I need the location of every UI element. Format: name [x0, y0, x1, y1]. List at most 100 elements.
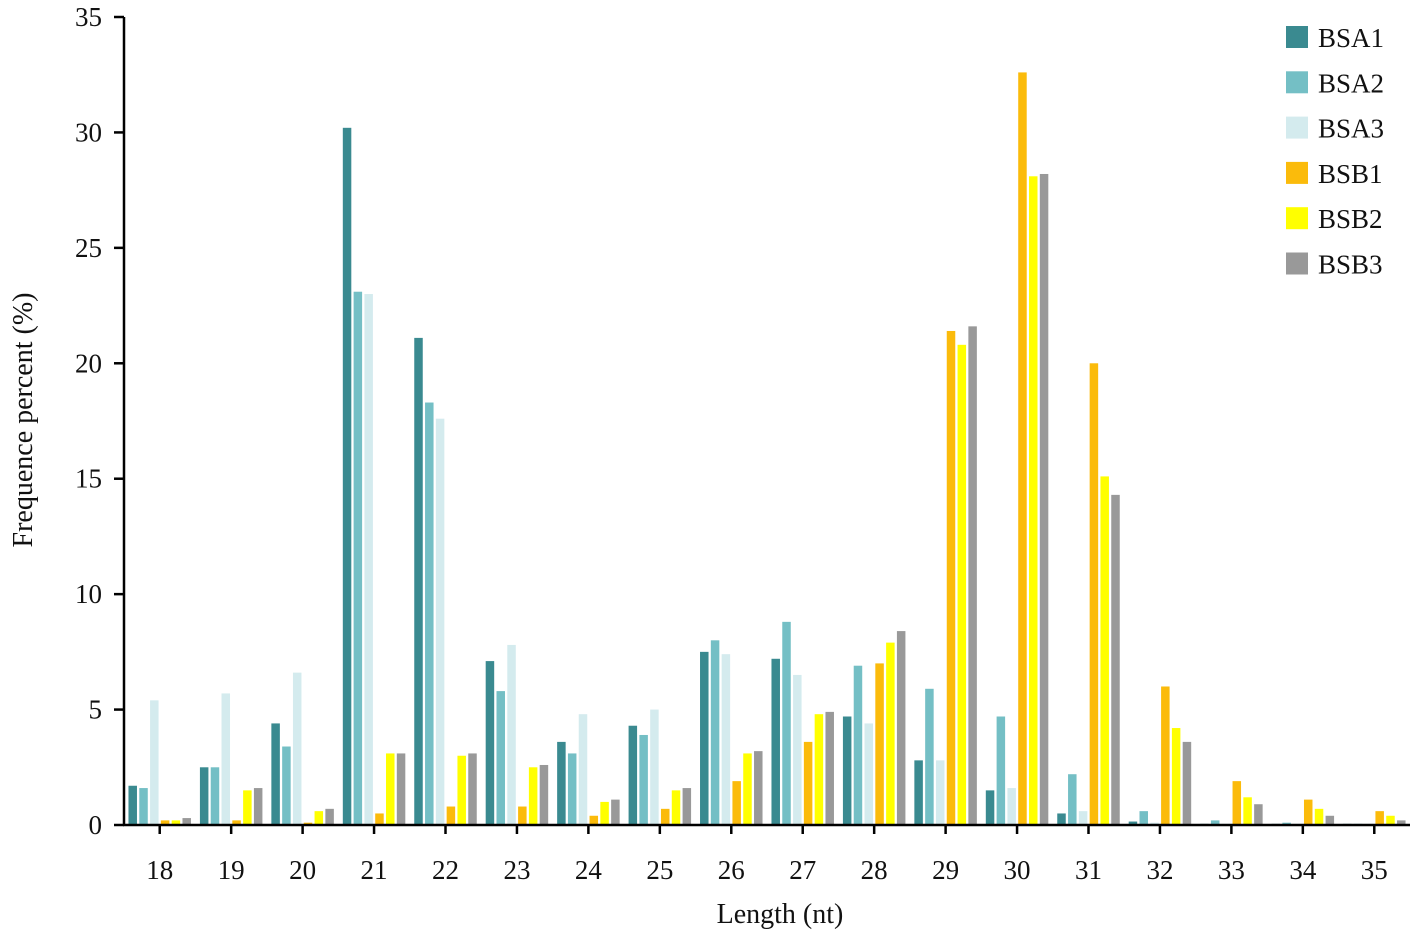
bar-bsa1-24 [557, 741, 566, 825]
bar-bsb1-29 [946, 330, 956, 825]
legend-label-bsa2: BSA2 [1318, 68, 1384, 98]
x-tick-label-23: 23 [503, 855, 530, 885]
x-tick-label-31: 31 [1075, 855, 1102, 885]
bar-bsa1-21 [342, 127, 352, 825]
x-tick-label-24: 24 [575, 855, 603, 885]
bar-bsb3-22 [468, 753, 477, 825]
legend-swatch-bsa2 [1286, 71, 1308, 94]
bar-bsa2-28 [853, 665, 863, 825]
bar-bsb2-34 [1314, 808, 1324, 825]
bar-bsa1-20 [271, 723, 280, 825]
bar-bsa3-18 [150, 700, 159, 825]
bar-bsa3-22 [435, 418, 445, 825]
bar-bsa1-30 [985, 790, 995, 825]
bar-bsb1-25 [660, 808, 670, 825]
x-axis-title: Length (nt) [717, 899, 844, 930]
x-tick-label-28: 28 [861, 855, 888, 885]
x-tick-label-19: 19 [218, 855, 245, 885]
bar-bsb3-24 [611, 799, 620, 825]
bar-bsb3-33 [1254, 804, 1263, 825]
bar-bsb3-29 [968, 326, 977, 825]
bar-bsa2-23 [496, 691, 505, 825]
x-tick-label-26: 26 [718, 855, 745, 885]
bar-bsb1-33 [1232, 781, 1242, 825]
bar-bsa1-27 [771, 658, 780, 825]
bar-bsa2-20 [282, 746, 291, 825]
legend-label-bsb3: BSB3 [1318, 250, 1383, 280]
bar-bsb1-19 [232, 820, 241, 825]
bar-bsa1-22 [414, 337, 423, 825]
bar-bsa1-29 [914, 760, 923, 825]
bar-bsa2-26 [710, 640, 720, 825]
y-tick-label-35: 35 [75, 2, 102, 32]
bar-bsb2-33 [1243, 797, 1252, 825]
y-tick-label-25: 25 [75, 233, 102, 263]
legend-swatch-bsb1 [1286, 161, 1308, 184]
bar-bsb3-21 [396, 753, 406, 825]
y-tick-label-30: 30 [75, 117, 102, 147]
bar-bsb3-34 [1325, 815, 1335, 825]
bar-bsa1-32 [1128, 821, 1138, 825]
bar-bsb1-28 [875, 663, 884, 825]
bar-bsb1-35 [1375, 811, 1384, 825]
bar-bsa1-23 [485, 661, 495, 825]
bar-bsb2-23 [528, 767, 538, 825]
bar-bsa3-25 [650, 709, 659, 825]
bar-bsb1-32 [1161, 686, 1170, 825]
x-tick-label-33: 33 [1218, 855, 1245, 885]
bar-bsa1-25 [628, 725, 638, 825]
bar-bsb2-19 [243, 790, 252, 825]
y-tick-label-5: 5 [89, 695, 103, 725]
bar-bsa3-31 [1078, 811, 1088, 825]
bar-bsa1-28 [842, 716, 852, 825]
bar-bsa3-20 [292, 672, 302, 825]
bar-bsa2-29 [925, 688, 934, 825]
bar-bsb3-30 [1039, 173, 1049, 826]
x-tick-label-27: 27 [789, 855, 816, 885]
bar-bsb3-35 [1397, 820, 1406, 825]
legend-label-bsa3: BSA3 [1318, 114, 1384, 144]
y-tick-label-0: 0 [89, 810, 103, 840]
bar-bsb3-31 [1111, 494, 1120, 825]
bar-bsb2-24 [600, 801, 609, 825]
bar-bsb3-19 [253, 788, 263, 825]
bar-bsb3-18 [182, 818, 191, 825]
legend-label-bsb2: BSB2 [1318, 204, 1383, 234]
bar-bsb2-31 [1100, 476, 1109, 825]
legend-label-bsb1: BSB1 [1318, 159, 1383, 189]
bar-bsb2-20 [314, 811, 324, 825]
bar-bsb3-26 [754, 751, 763, 825]
bar-bsb3-27 [825, 711, 834, 825]
bar-bsb2-22 [457, 755, 466, 825]
bar-bsa2-31 [1068, 774, 1077, 825]
bar-bsa3-19 [221, 693, 231, 825]
bar-bsa2-22 [425, 402, 434, 825]
x-tick-label-25: 25 [646, 855, 673, 885]
bar-bsa3-21 [364, 294, 373, 825]
bar-bsb2-32 [1171, 728, 1181, 825]
bar-bsa3-29 [935, 760, 945, 825]
bar-bsb1-31 [1089, 363, 1099, 825]
bar-bsb1-22 [446, 806, 456, 825]
x-tick-label-32: 32 [1146, 855, 1173, 885]
legend: BSA1 BSA2 BSA3 BSB1 BSB2 BSB3 [1286, 23, 1384, 280]
bar-bsa2-33 [1210, 820, 1220, 825]
bar-bsa2-30 [996, 716, 1006, 825]
x-tick-label-20: 20 [289, 855, 316, 885]
bar-bsb1-34 [1303, 799, 1313, 825]
x-tick-label-30: 30 [1004, 855, 1031, 885]
bar-bsa2-27 [782, 621, 791, 825]
bar-bsb1-23 [518, 806, 527, 825]
bar-bsb3-28 [896, 631, 906, 825]
bar-bsb1-21 [375, 813, 384, 825]
bar-bsa2-19 [210, 767, 220, 825]
legend-label-bsa1: BSA1 [1318, 23, 1384, 53]
bar-bsa3-24 [578, 714, 588, 825]
bar-bsb2-29 [957, 344, 967, 825]
y-tick-label-10: 10 [75, 579, 102, 609]
bar-bsa1-26 [700, 651, 709, 825]
bar-bsb1-30 [1018, 72, 1027, 825]
bar-bsb2-27 [814, 714, 824, 825]
x-tick-label-21: 21 [361, 855, 388, 885]
